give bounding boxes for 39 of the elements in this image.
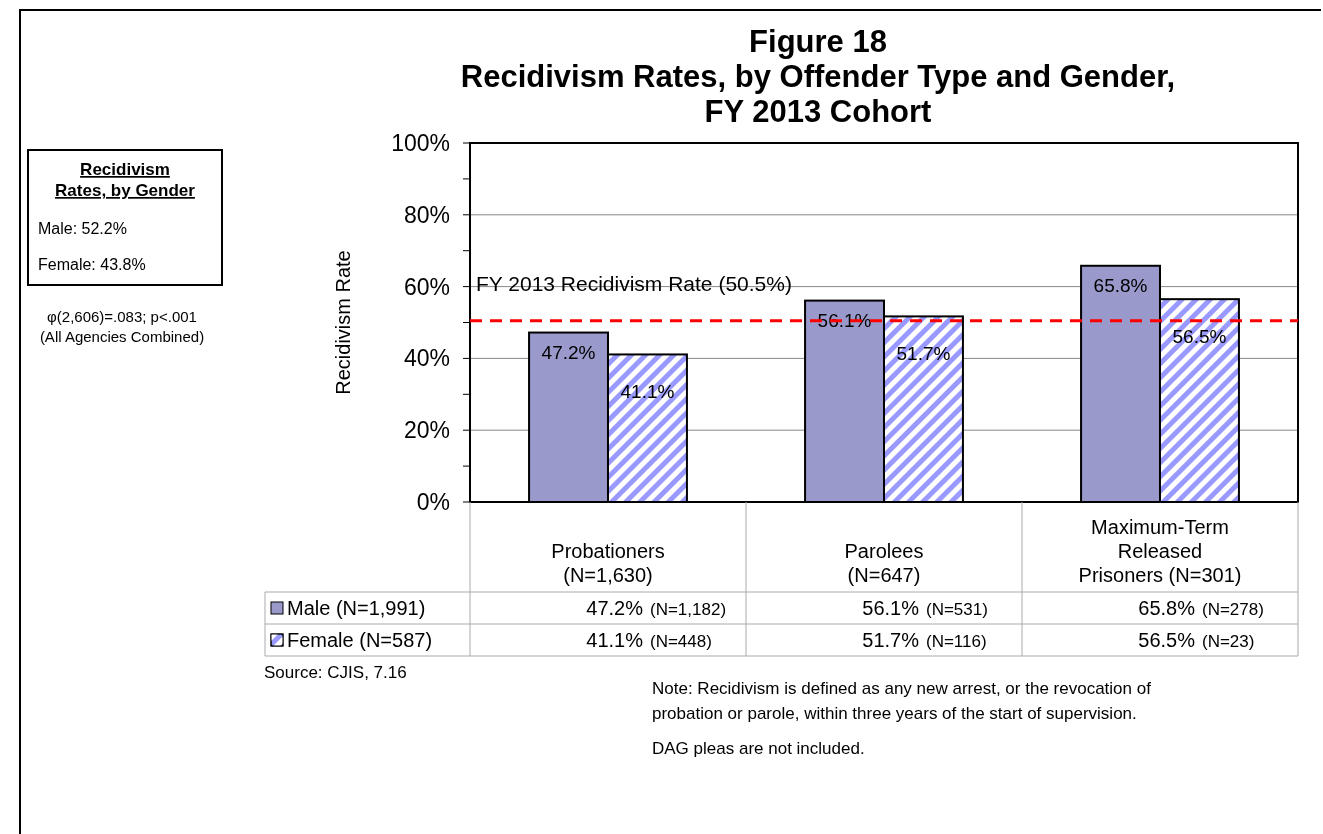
data-label: 56.5% (1138, 629, 1196, 651)
legend-label: Male (N=1,991) (287, 597, 426, 619)
chart-title: Figure 18 Recidivism Rates, by Offender Type and Gender, FY 2013 Cohort (460, 24, 1176, 129)
y-tick-label: 80% (403, 201, 450, 228)
text: 41.1% (620, 381, 675, 403)
x-tick-label: Probationers (N=1,630) (551, 540, 665, 586)
legend-label: Female (N=587) (287, 629, 433, 651)
text: 56.5% (1172, 326, 1227, 348)
text: Male: 52.2% (38, 220, 127, 237)
text: (N=531) (926, 600, 988, 619)
ref-line-label: FY 2013 Recidivism Rate (50.5%) (476, 271, 792, 295)
data-label: 65.8% (1138, 597, 1196, 619)
text: (N=448) (650, 632, 712, 651)
data-label: 56.1% (862, 597, 920, 619)
y-tick-label: 60% (403, 273, 450, 300)
source-note: Source: CJIS, 7.16 (264, 663, 407, 682)
text: 51.7% (896, 343, 951, 365)
text: Female: 43.8% (38, 256, 146, 273)
y-axis-title: Recidivism Rate (332, 250, 354, 395)
text: (N=116) (926, 632, 987, 651)
text: DAG pleas are not included. (652, 739, 865, 758)
text: (N=1,182) (650, 600, 727, 619)
data-label: 41.1% (586, 629, 644, 651)
y-tick-label: 0% (416, 489, 450, 515)
y-tick-label: 100% (391, 130, 450, 156)
data-label: 51.7% (862, 629, 920, 651)
y-tick-label: 20% (403, 417, 450, 444)
text: Note: Recidivism is defined as any new arrest, or the revocation of probation or parole, within three years of the start of supervision. (652, 679, 1152, 723)
text: 65.8% (1093, 274, 1148, 296)
text: (N=278) (1202, 600, 1264, 619)
text: φ(2,606)=.083; p<.001 (47, 308, 197, 325)
text: 47.2% (541, 341, 596, 363)
text: (N=23) (1202, 632, 1255, 651)
x-tick-label: Maximum-Term Released Prisoners (N=301) (1078, 516, 1242, 586)
text: (All Agencies Combined) (39, 328, 205, 345)
text: Recidivism Rates, by Gender (55, 160, 196, 200)
y-tick-label: 40% (403, 345, 450, 372)
x-tick-label: Parolees (N=647) (844, 540, 924, 586)
data-label: 47.2% (586, 597, 644, 619)
